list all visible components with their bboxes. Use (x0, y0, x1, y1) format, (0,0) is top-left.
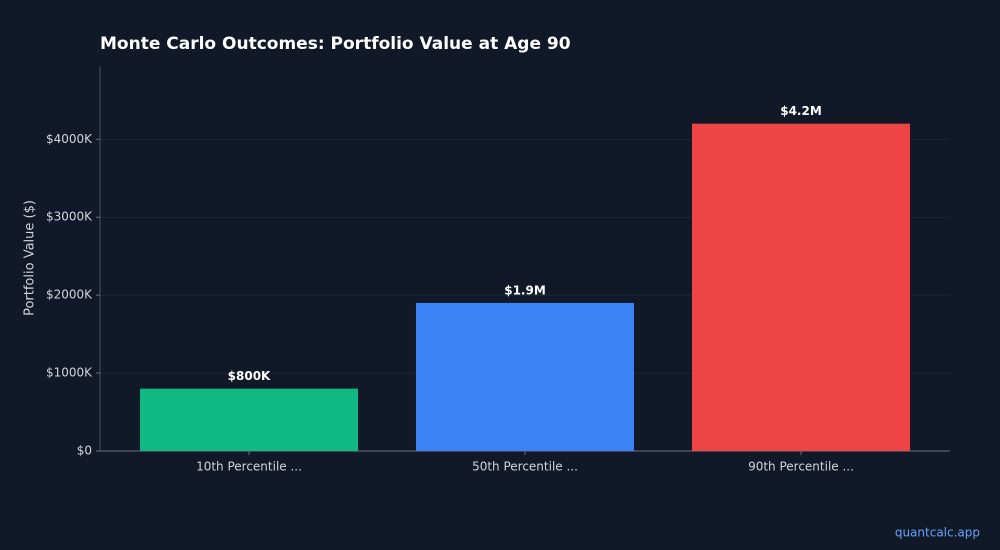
bar (415, 302, 635, 451)
y-tick-label: $3000K (46, 210, 93, 224)
y-tick-label: $4000K (46, 132, 93, 146)
value-label: $800K (228, 369, 271, 383)
watermark: quantcalc.app (895, 526, 980, 540)
bar (691, 123, 911, 452)
y-tick-label: $2000K (46, 288, 93, 302)
value-label: $4.2M (780, 104, 822, 118)
chart-title: Monte Carlo Outcomes: Portfolio Value at… (100, 34, 571, 54)
y-tick-label: $0 (77, 444, 92, 458)
x-tick-label: 50th Percentile ... (472, 460, 578, 474)
bar (139, 388, 359, 451)
y-tick-label: $1000K (46, 366, 93, 380)
y-axis-label: Portfolio Value ($) (23, 200, 38, 316)
value-label: $1.9M (504, 283, 546, 297)
x-tick-label: 90th Percentile ... (748, 460, 854, 474)
x-tick-label: 10th Percentile ... (196, 460, 302, 474)
